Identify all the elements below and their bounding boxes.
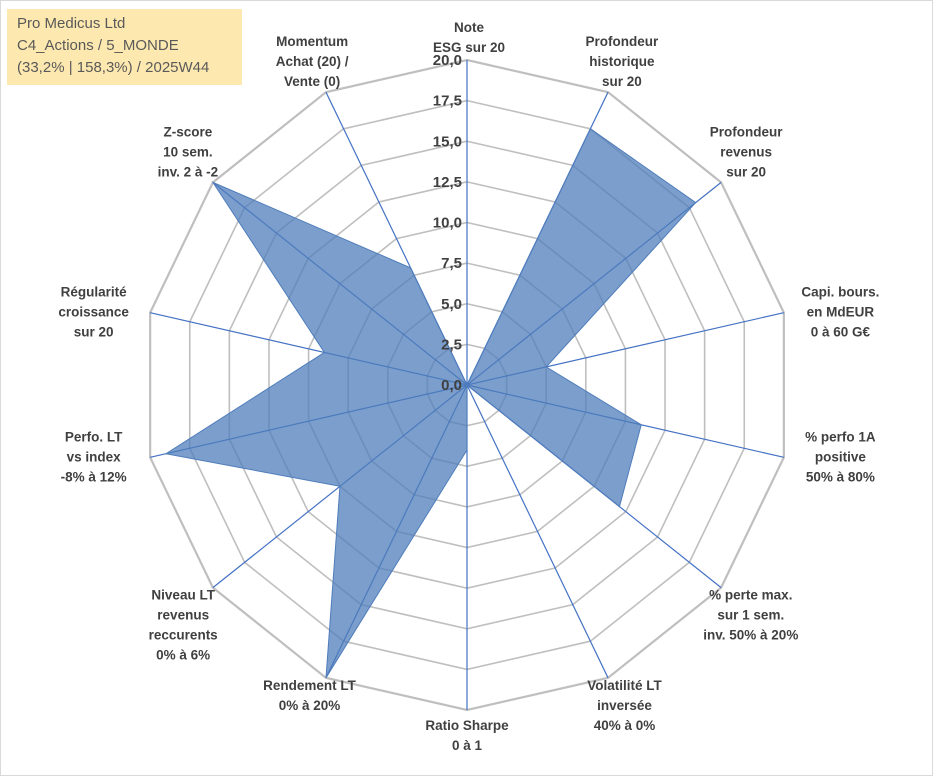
axis-label-5: inv. 50% à 20% [703, 628, 798, 643]
tick-label: 7,5 [441, 255, 462, 272]
axis-label-11: Régularité [61, 285, 128, 300]
axis-label-12: 10 sem. [163, 144, 213, 159]
company-name: Pro Medicus Ltd [17, 15, 126, 32]
axis-label-8: 0% à 20% [279, 698, 341, 713]
axis-label-10: -8% à 12% [61, 469, 127, 484]
stats-label: (33,2% | 158,3%) / 2025W44 [17, 59, 210, 76]
axis-label-5: % perte max. [709, 588, 792, 603]
tick-label: 10,0 [433, 215, 462, 232]
axis-label-4: 50% à 80% [806, 469, 875, 484]
axis-label-13: Momentum [276, 34, 348, 49]
axis-label-6: 40% à 0% [594, 718, 656, 733]
tick-label: 15,0 [433, 133, 462, 150]
axis-label-13: Vente (0) [284, 74, 340, 89]
axis-spoke-6 [466, 384, 609, 679]
axis-label-12: Z-score [163, 124, 212, 139]
axis-label-5: sur 1 sem. [717, 608, 784, 623]
axis-label-11: croissance [58, 305, 129, 320]
axis-label-2: Profondeur [710, 124, 783, 139]
axis-label-2: revenus [720, 144, 772, 159]
axis-label-3: 0 à 60 G€ [811, 325, 871, 340]
tick-label: 2,5 [441, 336, 462, 353]
axis-label-3: en MdEUR [807, 305, 875, 320]
label-layer: Note ESG sur 20 Profondeur historique sur 20… [58, 20, 879, 753]
axis-label-9: reccurents [149, 628, 218, 643]
axis-label-7: 0 à 1 [452, 738, 483, 753]
series-layer [164, 128, 697, 679]
axis-label-9: Niveau LT [151, 588, 215, 603]
category-label: C4_Actions / 5_MONDE [17, 37, 179, 54]
axis-label-12: inv. 2 à -2 [158, 164, 219, 179]
axis-label-8: Rendement LT [263, 678, 357, 693]
series-area [164, 128, 697, 679]
axis-label-4: % perfo 1A [805, 429, 876, 444]
axis-label-3: Capi. bours. [801, 285, 879, 300]
axis-label-11: sur 20 [74, 325, 114, 340]
axis-label-9: 0% à 6% [156, 648, 210, 663]
axis-label-9: revenus [157, 608, 209, 623]
axis-label-1: historique [589, 54, 655, 69]
axis-label-0: ESG sur 20 [433, 40, 505, 55]
info-box: Pro Medicus Ltd C4_Actions / 5_MONDE (33… [7, 9, 242, 85]
tick-label: 20,0 [433, 52, 462, 69]
axis-label-6: inversée [597, 698, 652, 713]
axis-label-1: sur 20 [602, 74, 642, 89]
tick-label: 5,0 [441, 296, 462, 313]
axis-label-4: positive [815, 449, 867, 464]
axis-label-13: Achat (20) / [276, 54, 349, 69]
axis-label-10: vs index [67, 449, 122, 464]
axis-label-0: Note [454, 20, 484, 35]
axis-label-10: Perfo. LT [65, 429, 123, 444]
axis-label-2: sur 20 [726, 164, 766, 179]
axis-label-6: Volatilité LT [587, 678, 662, 693]
tick-label: 17,5 [433, 93, 462, 110]
tick-label: 0,0 [441, 377, 462, 394]
tick-label: 12,5 [433, 174, 462, 191]
axis-label-1: Profondeur [586, 34, 659, 49]
tick-layer: 0,0 2,5 5,0 7,5 10,0 12,5 15,0 17,5 20,0 [433, 52, 462, 394]
axis-label-7: Ratio Sharpe [425, 718, 509, 733]
